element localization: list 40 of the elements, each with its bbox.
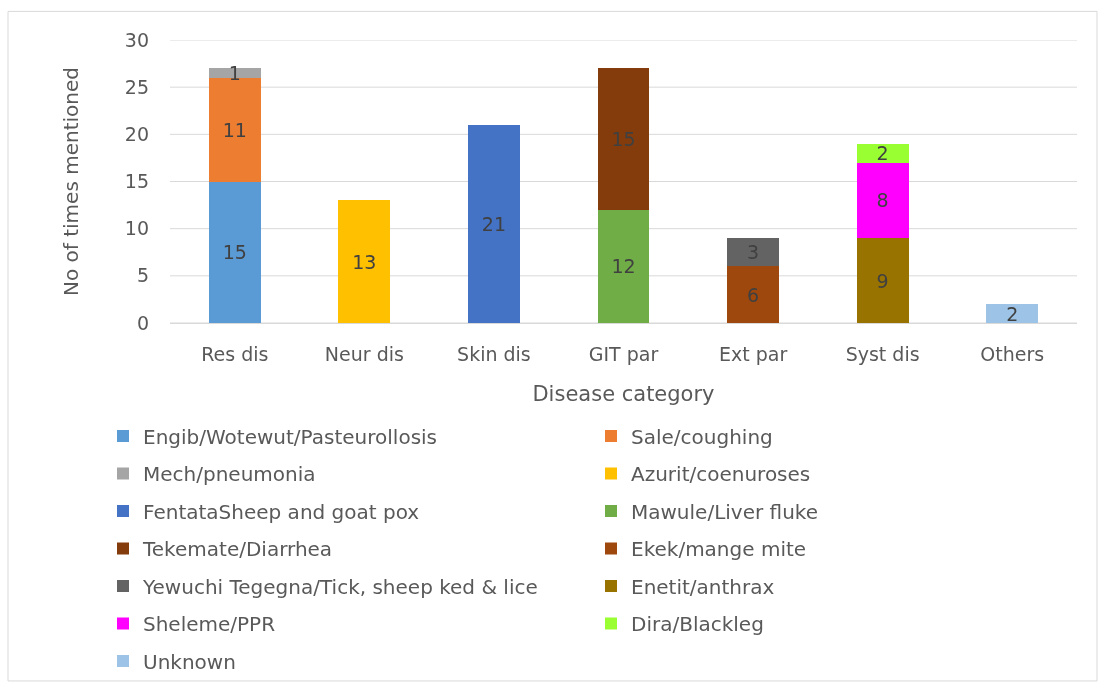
- x-tick-label: Skin dis: [457, 342, 531, 365]
- data-label: 2: [1006, 302, 1019, 325]
- legend-label: Mawule/Liver fluke: [631, 499, 819, 524]
- legend-label: FentataSheep and goat pox: [143, 499, 420, 524]
- legend-label: Yewuchi Tegegna/Tick, sheep ked & lice: [142, 574, 538, 599]
- x-tick-label: Res dis: [201, 342, 269, 365]
- data-label: 6: [747, 283, 760, 306]
- data-label: 9: [876, 269, 889, 292]
- legend-label: Sheleme/PPR: [143, 612, 276, 637]
- x-tick-label: Syst dis: [845, 342, 920, 365]
- y-tick-label: 15: [124, 170, 149, 193]
- legend-label: Sale/coughing: [631, 424, 773, 449]
- legend-label: Mech/pneumonia: [143, 462, 316, 487]
- y-tick-label: 20: [124, 122, 149, 145]
- y-axis-title: No of times mentioned: [59, 67, 84, 296]
- legend-label: Azurit/coenuroses: [631, 462, 811, 487]
- legend-label: Dira/Blackleg: [631, 612, 764, 637]
- y-tick-label: 30: [124, 28, 149, 51]
- x-tick-label: Neur dis: [324, 342, 404, 365]
- x-axis-title: Disease category: [532, 382, 715, 406]
- x-tick-label: GIT par: [588, 342, 659, 365]
- x-tick-label: Ext par: [718, 342, 788, 365]
- y-tick-label: 10: [124, 217, 149, 240]
- legend-label: Unknown: [143, 649, 236, 674]
- y-tick-label: 5: [136, 264, 149, 287]
- y-tick-label: 25: [124, 75, 149, 98]
- data-label: 15: [222, 241, 247, 264]
- data-label: 12: [611, 255, 636, 278]
- legend-label: Engib/Wotewut/Pasteurollosis: [143, 424, 438, 449]
- data-label: 15: [611, 128, 636, 151]
- legend-label: Enetit/anthrax: [631, 574, 775, 599]
- legend-label: Ekek/mange mite: [631, 537, 807, 562]
- x-tick-label: Others: [980, 342, 1045, 365]
- data-label: 2: [876, 142, 889, 165]
- legend-label: Tekemate/Diarrhea: [142, 537, 333, 562]
- data-label: 21: [481, 212, 507, 235]
- data-label: 11: [222, 118, 247, 141]
- data-label: 8: [876, 189, 889, 212]
- y-tick-label: 0: [136, 311, 149, 334]
- data-label: 13: [352, 250, 377, 273]
